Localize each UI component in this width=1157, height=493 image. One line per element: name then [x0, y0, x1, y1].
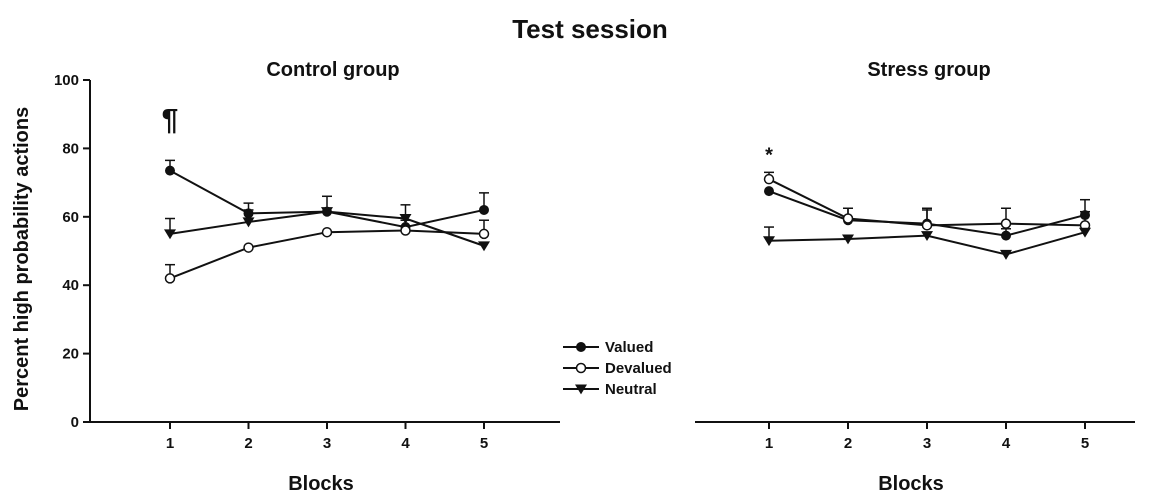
data-point: [400, 225, 411, 236]
x-tick-label: 3: [323, 435, 331, 452]
legend-marker: [576, 342, 586, 352]
x-tick-label: 1: [765, 435, 773, 452]
data-point: [478, 241, 490, 252]
series-neutral: [763, 226, 1091, 260]
y-tick-label: 100: [54, 72, 79, 89]
subplot-title: Control group: [266, 59, 399, 81]
y-axis-label: Percent high probability actions: [11, 107, 33, 412]
legend: Valued Devalued Neutral: [563, 339, 672, 398]
x-tick-label: 5: [480, 435, 488, 452]
data-point: [763, 236, 775, 247]
legend-item-neutral: Neutral: [563, 381, 657, 398]
x-tick-label: 5: [1081, 435, 1089, 452]
y-tick-label: 80: [62, 140, 79, 157]
y-tick-label: 0: [71, 414, 79, 431]
legend-marker: [575, 362, 587, 374]
series-devalued: [164, 219, 490, 284]
data-point: [1079, 227, 1091, 238]
subplot-title: Stress group: [867, 59, 990, 81]
y-tick-label: 60: [62, 209, 79, 226]
x-tick-label: 2: [244, 435, 252, 452]
data-point: [242, 217, 255, 228]
data-point: [764, 186, 774, 197]
significance-marker: ¶: [162, 104, 179, 137]
data-point: [164, 229, 176, 240]
x-tick-label: 4: [1002, 435, 1011, 452]
data-point: [478, 228, 490, 240]
data-point: [164, 273, 176, 284]
legend-label: Valued: [605, 339, 653, 356]
significance-marker: *: [765, 145, 773, 167]
series-valued: [165, 159, 489, 233]
data-point: [921, 220, 933, 231]
data-point: [165, 165, 175, 176]
data-point: [1000, 218, 1012, 229]
data-point: [321, 226, 333, 238]
stress-group-panel: Stress group 1 2 3 4 5 Blocks *: [695, 59, 1135, 493]
legend-label: Neutral: [605, 381, 657, 398]
data-point: [321, 207, 333, 218]
series-devalued: [763, 171, 1091, 231]
data-point: [243, 242, 254, 253]
x-axis-label: Blocks: [288, 473, 354, 493]
y-tick-label: 40: [62, 277, 79, 294]
data-point: [1001, 230, 1011, 241]
figure-title: Test session: [512, 14, 668, 44]
x-tick-label: 2: [844, 435, 852, 452]
data-point: [399, 214, 412, 224]
legend-item-valued: Valued: [563, 339, 653, 356]
x-tick-label: 3: [923, 435, 931, 452]
y-tick-label: 20: [62, 346, 79, 363]
x-tick-label: 1: [166, 435, 174, 452]
x-axis-label: Blocks: [878, 473, 944, 493]
x-tick-label: 4: [401, 435, 410, 452]
data-point: [921, 231, 933, 242]
series-line: [169, 229, 485, 280]
data-point: [763, 173, 775, 185]
legend-marker: [575, 384, 587, 395]
data-point: [842, 213, 854, 224]
series-neutral: [164, 204, 490, 252]
data-point: [842, 234, 854, 245]
control-group-panel: Control group 1 2 3 4 5 Blocks 0 20 40 60 80 100 Perc…: [11, 59, 560, 493]
data-point: [479, 204, 489, 215]
legend-item-devalued: Devalued: [563, 360, 672, 377]
data-point: [1000, 249, 1012, 260]
legend-label: Devalued: [605, 360, 672, 377]
